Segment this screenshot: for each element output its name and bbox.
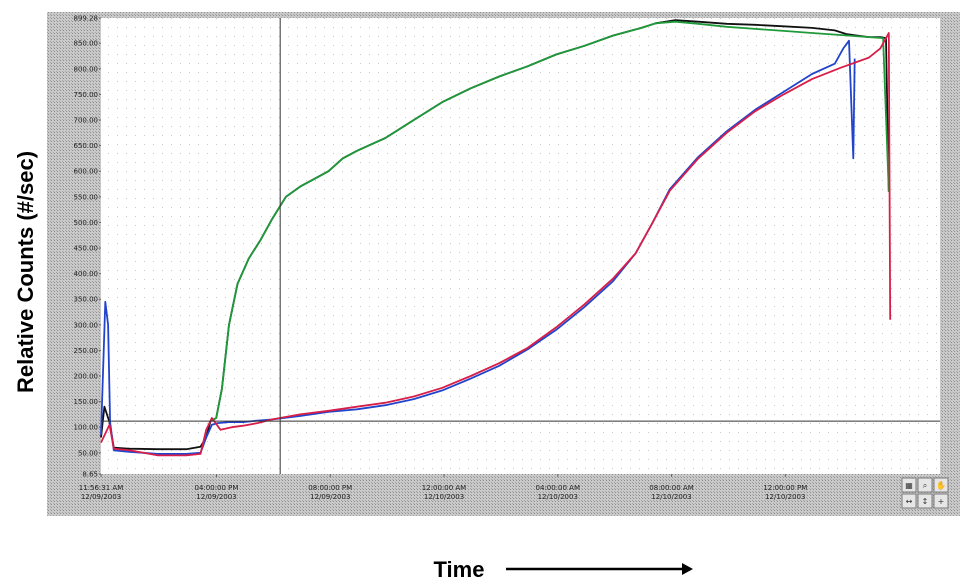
y-tick-label: 850.00 [74, 40, 99, 48]
x-tick-label: 08:00:00 AM [649, 484, 694, 492]
cursor-icon: + [938, 497, 945, 506]
x-tick-sublabel: 12/10/2003 [651, 493, 691, 501]
y-tick-label: 550.00 [74, 193, 99, 201]
series-line-1 [210, 20, 890, 422]
cursor-crosshair[interactable] [101, 18, 940, 474]
y-tick-label: 300.00 [74, 321, 99, 329]
zoom-y-button[interactable]: ↕ [917, 493, 933, 509]
y-tick-label: 50.00 [78, 449, 98, 457]
series-line-3 [100, 32, 892, 457]
y-tick-label: 800.00 [74, 65, 99, 73]
zoom-in-button[interactable]: ⌕ [917, 477, 933, 493]
y-tick-label: 450.00 [74, 245, 99, 253]
y-axis-title: Relative Counts (#/sec) [13, 151, 38, 393]
zoom-controls: ▦ ⌕ ✋ ↔ ↕ + [901, 477, 949, 509]
y-tick-label: 400.00 [74, 270, 99, 278]
y-axis-ticks: 8.65 50.00 100.00 150.00 200.00 250.00 300.00 3… [74, 15, 101, 479]
x-tick-label: 04:00:00 AM [536, 484, 581, 492]
plot-grid-dots [101, 18, 940, 474]
x-tick-label: 12:00:00 PM [763, 484, 807, 492]
x-tick-label: 04:00:00 PM [195, 484, 239, 492]
x-tick-sublabel: 12/09/2003 [310, 493, 350, 501]
x-axis-arrow [506, 563, 693, 575]
zoom-icon: ⌕ [923, 481, 927, 490]
cursor-button[interactable]: + [933, 493, 949, 509]
y-tick-label: 250.00 [74, 347, 99, 355]
zoom-x-icon: ↔ [906, 497, 913, 506]
x-tick-sublabel: 12/10/2003 [538, 493, 578, 501]
series-line-2 [100, 39, 856, 455]
y-tick-label: 150.00 [74, 398, 99, 406]
y-tick-label: 650.00 [74, 142, 99, 150]
y-tick-label: 700.00 [74, 117, 99, 125]
y-tick-label: 100.00 [74, 424, 99, 432]
y-tick-label: 350.00 [74, 296, 99, 304]
x-tick-sublabel: 12/10/2003 [424, 493, 464, 501]
zoom-fit-button[interactable]: ▦ [901, 477, 917, 493]
y-tick-label: 8.65 [82, 471, 98, 479]
pan-button[interactable]: ✋ [933, 477, 949, 493]
zoom-x-button[interactable]: ↔ [901, 493, 917, 509]
x-tick-sublabel: 12/09/2003 [81, 493, 121, 501]
x-tick-label: 12:00:00 AM [422, 484, 467, 492]
zoom-y-icon: ↕ [922, 497, 929, 506]
y-tick-label: 600.00 [74, 168, 99, 176]
series-layer [100, 19, 892, 457]
x-axis-title: Time [434, 557, 485, 578]
y-tick-label: 200.00 [74, 373, 99, 381]
pan-icon: ✋ [936, 480, 946, 490]
y-tick-label: 500.00 [74, 219, 99, 227]
x-tick-label: 08:00:00 PM [308, 484, 352, 492]
y-tick-label: 750.00 [74, 91, 99, 99]
x-tick-label: 11:56:31 AM [79, 484, 124, 492]
fit-icon: ▦ [905, 481, 913, 490]
y-tick-label: 899.28 [74, 15, 99, 23]
x-tick-sublabel: 12/10/2003 [765, 493, 805, 501]
x-tick-sublabel: 12/09/2003 [196, 493, 236, 501]
